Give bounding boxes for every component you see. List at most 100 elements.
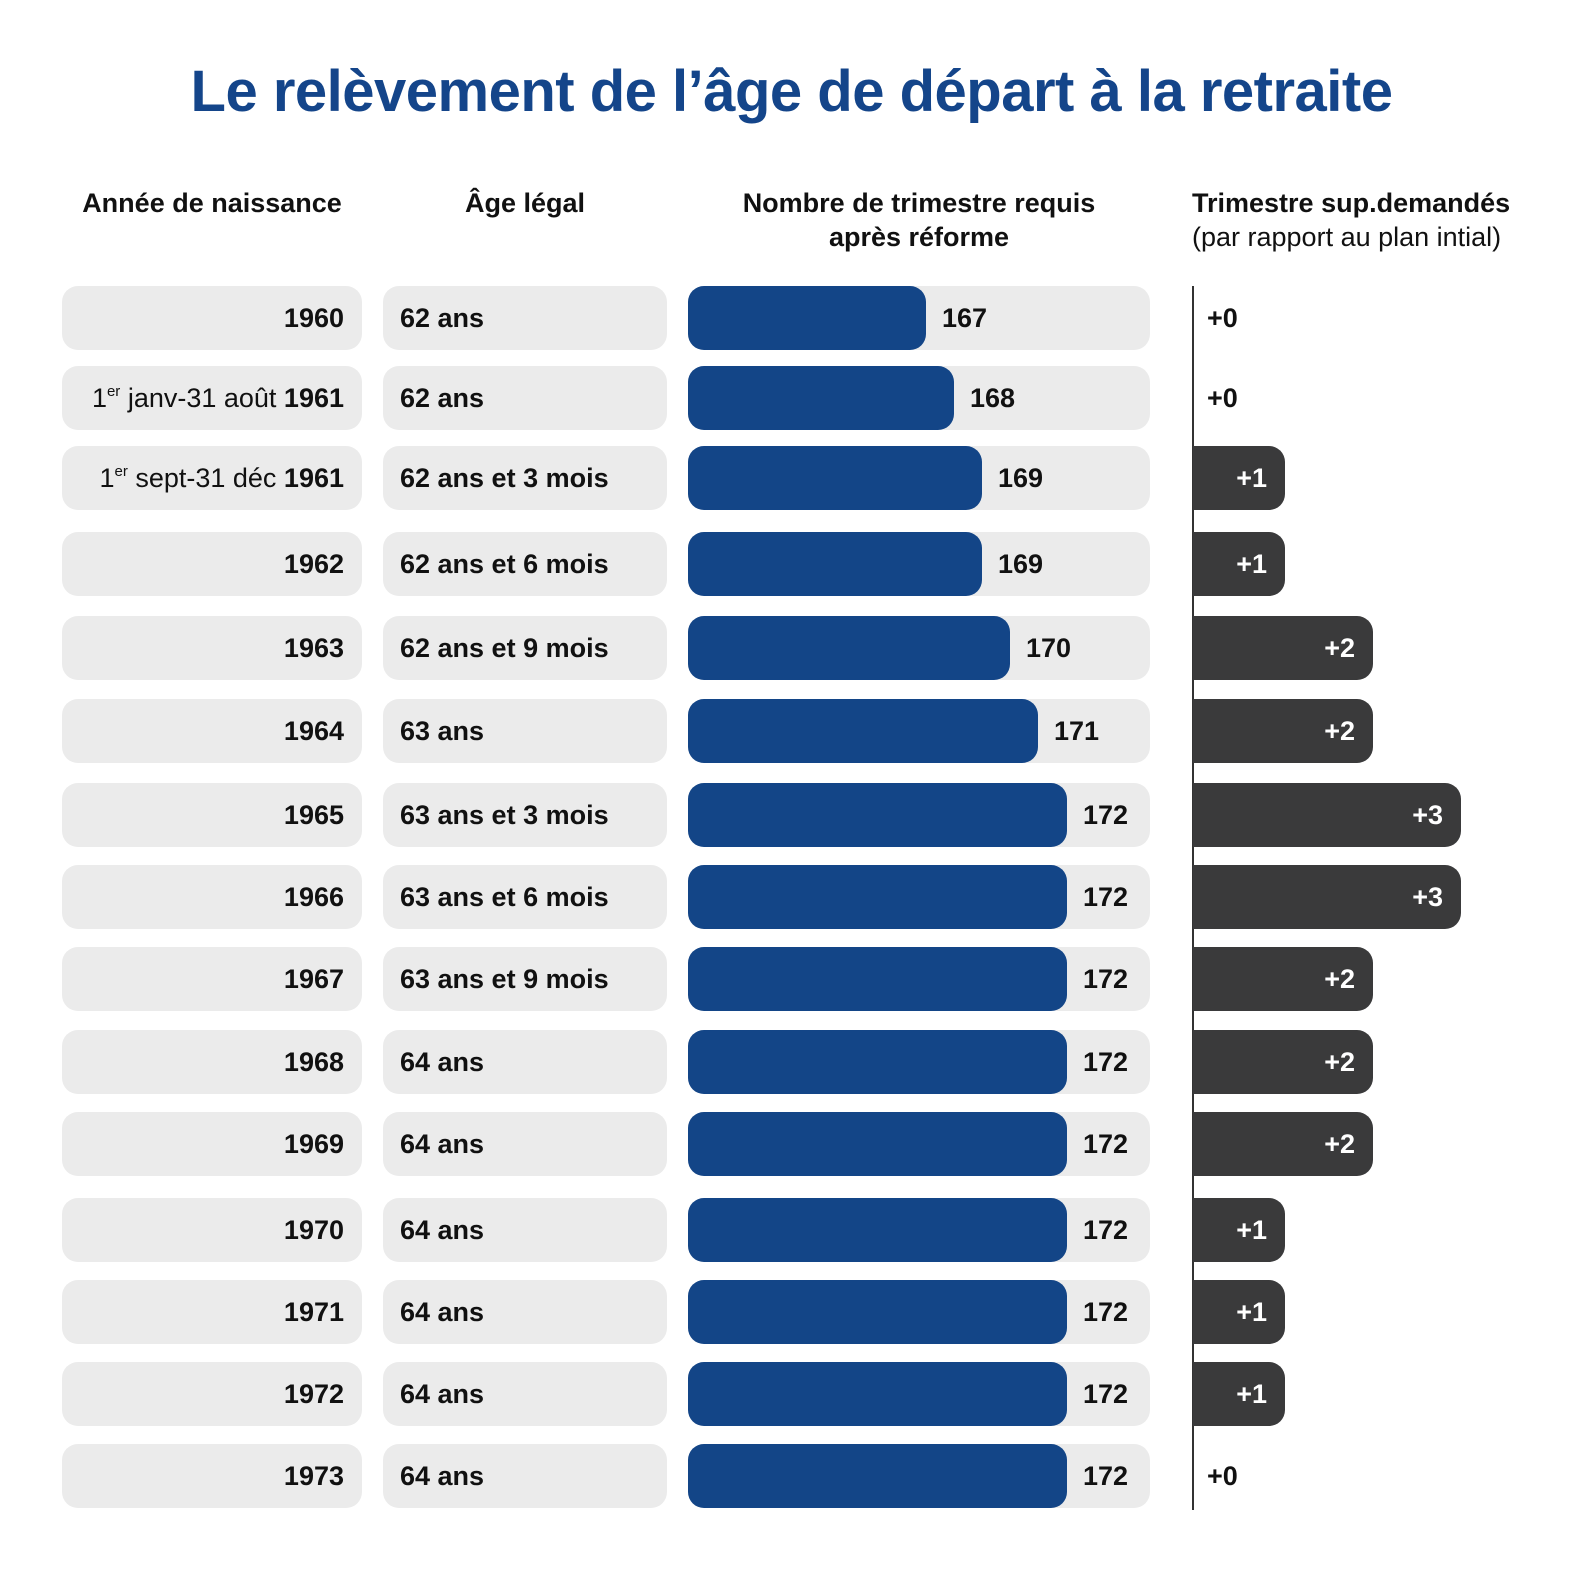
trimestres-cell: 168: [688, 366, 1150, 430]
trimestres-bar: [688, 446, 982, 510]
trimestres-bar: [688, 1030, 1067, 1094]
trimestres-value: 172: [1083, 1129, 1129, 1159]
trimestres-bar: [688, 1444, 1067, 1508]
year-cell: 1965: [62, 783, 362, 847]
trimestres-cell: 172: [688, 947, 1150, 1011]
header-trimestres-line2: après réforme: [828, 222, 1010, 252]
age-text: 64 ans: [400, 1379, 485, 1409]
sup-value: +2: [1324, 1129, 1355, 1159]
header-sup-line1: Trimestre sup.demandés: [1192, 188, 1511, 218]
year-value: 1963: [283, 633, 344, 663]
table-row: 1973 64 ans 172 +0: [0, 1444, 1583, 1508]
table-row: 1964 63 ans 171 +2: [0, 699, 1583, 763]
sup-value: +3: [1412, 800, 1443, 830]
year-value: 1964: [283, 716, 344, 746]
sup-bar: +2: [1193, 616, 1373, 680]
trimestres-bar: [688, 532, 982, 596]
age-text: 63 ans et 6 mois: [400, 882, 609, 912]
trimestres-value: 169: [998, 463, 1044, 493]
trimestres-bar: [688, 616, 1010, 680]
trimestres-value: 172: [1083, 1215, 1129, 1245]
year-range: sept-31 déc: [127, 463, 284, 493]
table-row: 1972 64 ans 172 +1: [0, 1362, 1583, 1426]
year-text: 1968: [284, 1030, 344, 1094]
year-text: 1969: [284, 1112, 344, 1176]
table-row: 1968 64 ans 172 +2: [0, 1030, 1583, 1094]
trimestres-bar: [688, 366, 954, 430]
sup-bar: +1: [1193, 1198, 1285, 1262]
header-trimestres-line1: Nombre de trimestre requis: [742, 188, 1096, 218]
age-text: 63 ans: [400, 716, 485, 746]
age-text: 64 ans: [400, 1129, 485, 1159]
age-text: 62 ans: [400, 303, 485, 333]
year-cell: 1967: [62, 947, 362, 1011]
year-value: 1961: [283, 383, 344, 413]
trimestres-value: 172: [1083, 964, 1129, 994]
age-text: 63 ans et 9 mois: [400, 964, 609, 994]
year-cell: 1964: [62, 699, 362, 763]
trimestres-bar: [688, 1112, 1067, 1176]
age-text: 62 ans et 3 mois: [400, 463, 609, 493]
trimestres-value: 171: [1054, 716, 1100, 746]
age-cell: 62 ans: [383, 286, 667, 350]
year-cell: 1968: [62, 1030, 362, 1094]
table-row: 1er sept-31 déc 1961 62 ans et 3 mois 169 +…: [0, 446, 1583, 510]
year-range: janv-31 août: [120, 383, 284, 413]
year-value: 1965: [283, 800, 344, 830]
year-text: 1970: [284, 1198, 344, 1262]
trimestres-value: 172: [1083, 882, 1129, 912]
trimestres-cell: 169: [688, 446, 1150, 510]
year-value: 1966: [283, 882, 344, 912]
trimestres-cell: 170: [688, 616, 1150, 680]
age-cell: 62 ans et 3 mois: [383, 446, 667, 510]
sup-bar: +2: [1193, 1112, 1373, 1176]
year-cell: 1970: [62, 1198, 362, 1262]
year-value: 1971: [283, 1297, 344, 1327]
year-value: 1962: [283, 549, 344, 579]
trimestres-bar: [688, 1280, 1067, 1344]
sup-value: +0: [1207, 383, 1238, 413]
age-text: 62 ans et 6 mois: [400, 549, 609, 579]
sup-value: +2: [1324, 1047, 1355, 1077]
trimestres-value: 172: [1083, 1297, 1129, 1327]
sup-bar: +3: [1193, 865, 1461, 929]
trimestres-cell: 172: [688, 1280, 1150, 1344]
trimestres-cell: 172: [688, 1198, 1150, 1262]
age-text: 64 ans: [400, 1215, 485, 1245]
sup-bar: +1: [1193, 1280, 1285, 1344]
year-cell: 1962: [62, 532, 362, 596]
sup-bar: +2: [1193, 947, 1373, 1011]
sup-value: +0: [1207, 303, 1238, 333]
sup-value: +2: [1324, 964, 1355, 994]
table-row: 1963 62 ans et 9 mois 170 +2: [0, 616, 1583, 680]
year-value: 1960: [283, 303, 344, 333]
year-text: 1964: [284, 699, 344, 763]
year-value: 1970: [283, 1215, 344, 1245]
trimestres-value: 170: [1026, 633, 1072, 663]
sup-value: +0: [1207, 1461, 1238, 1491]
age-cell: 62 ans et 9 mois: [383, 616, 667, 680]
age-cell: 63 ans et 6 mois: [383, 865, 667, 929]
trimestres-bar: [688, 699, 1038, 763]
year-text: 1966: [284, 865, 344, 929]
year-value: 1968: [283, 1047, 344, 1077]
year-value: 1967: [283, 964, 344, 994]
trimestres-cell: 167: [688, 286, 1150, 350]
sup-value: +1: [1236, 1215, 1267, 1245]
sup-value: +2: [1324, 716, 1355, 746]
trimestres-value: 172: [1083, 800, 1129, 830]
header-sup-line2: (par rapport au plan intial): [1192, 222, 1502, 252]
sup-value: +3: [1412, 882, 1443, 912]
year-text: 1er sept-31 déc 1961: [99, 446, 344, 510]
sup-value: +1: [1236, 1297, 1267, 1327]
trimestres-bar: [688, 286, 926, 350]
trimestres-bar: [688, 1198, 1067, 1262]
year-text: 1965: [284, 783, 344, 847]
trimestres-value: 172: [1083, 1047, 1129, 1077]
table-row: 1962 62 ans et 6 mois 169 +1: [0, 532, 1583, 596]
year-value: 1972: [283, 1379, 344, 1409]
sup-bar: +3: [1193, 783, 1461, 847]
age-cell: 64 ans: [383, 1280, 667, 1344]
year-value: 1961: [283, 463, 344, 493]
